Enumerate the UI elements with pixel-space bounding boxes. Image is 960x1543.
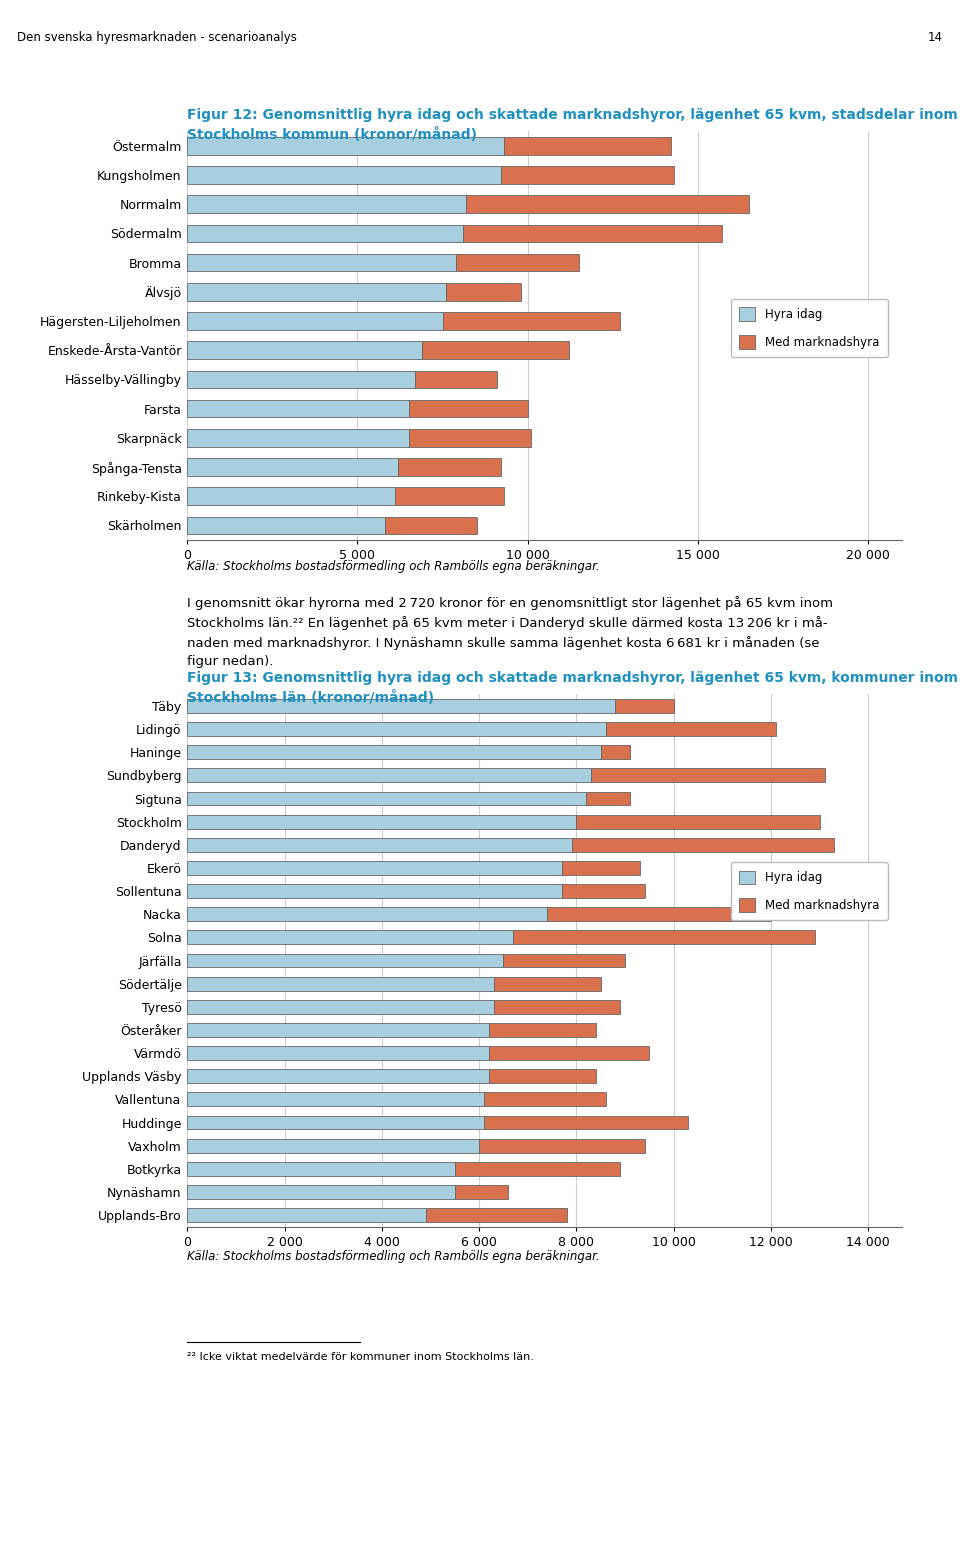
Bar [187, 977, 493, 991]
Bar [606, 722, 776, 736]
Bar [601, 745, 630, 759]
Bar [467, 196, 749, 213]
Bar [187, 312, 443, 330]
Legend: Hyra idag, Med marknadshyra: Hyra idag, Med marknadshyra [731, 863, 888, 921]
Bar [187, 745, 601, 759]
Bar [385, 517, 477, 534]
Bar [187, 1000, 493, 1014]
Text: Den svenska hyresmarknaden - scenarioanalys: Den svenska hyresmarknaden - scenarioana… [17, 31, 298, 43]
Text: Figur 12: Genomsnittlig hyra idag och skattade marknadshyror, lägenhet 65 kvm, s: Figur 12: Genomsnittlig hyra idag och sk… [187, 108, 958, 142]
Bar [489, 1069, 596, 1083]
Bar [187, 196, 467, 213]
Bar [514, 930, 815, 944]
Bar [416, 370, 497, 389]
Bar [484, 1116, 688, 1129]
Text: Källa: Stockholms bostadsförmedling och Rambölls egna beräkningar.: Källa: Stockholms bostadsförmedling och … [187, 1250, 600, 1262]
Bar [187, 768, 591, 782]
Bar [187, 1116, 484, 1129]
Bar [187, 838, 571, 852]
Bar [187, 699, 615, 713]
Bar [493, 1000, 620, 1014]
Bar [187, 225, 463, 242]
Bar [187, 137, 504, 154]
Bar [187, 1023, 489, 1037]
Bar [615, 699, 674, 713]
Text: Källa: Stockholms bostadsförmedling och Rambölls egna beräkningar.: Källa: Stockholms bostadsförmedling och … [187, 560, 600, 572]
Bar [463, 225, 722, 242]
Bar [187, 429, 409, 446]
Bar [187, 1046, 489, 1060]
Bar [187, 1185, 455, 1199]
Bar [425, 1208, 566, 1222]
Text: I genomsnitt ökar hyrorna med 2 720 kronor för en genomsnittligt stor lägenhet p: I genomsnitt ökar hyrorna med 2 720 kron… [187, 596, 833, 668]
Bar [187, 458, 398, 475]
Bar [187, 341, 422, 360]
Bar [446, 282, 521, 301]
Bar [187, 930, 514, 944]
Bar [571, 838, 834, 852]
Bar [187, 517, 385, 534]
Bar [489, 1046, 649, 1060]
Bar [443, 312, 620, 330]
Bar [187, 1069, 489, 1083]
Bar [187, 1208, 425, 1222]
Bar [456, 253, 579, 272]
Bar [422, 341, 568, 360]
Bar [187, 1092, 484, 1106]
Bar [187, 488, 395, 505]
Bar [547, 907, 771, 921]
Bar [187, 1162, 455, 1176]
Bar [187, 167, 500, 184]
Bar [187, 815, 576, 829]
Bar [187, 253, 456, 272]
Bar [576, 815, 820, 829]
Bar [455, 1185, 508, 1199]
Bar [562, 884, 644, 898]
Bar [395, 488, 504, 505]
Bar [587, 792, 630, 805]
Bar [493, 977, 601, 991]
Bar [187, 282, 446, 301]
Bar [455, 1162, 620, 1176]
Bar [187, 722, 606, 736]
Bar [409, 400, 528, 417]
Bar [562, 861, 639, 875]
Bar [187, 954, 503, 967]
Bar [187, 1139, 479, 1153]
Bar [489, 1023, 596, 1037]
Bar [398, 458, 500, 475]
Bar [479, 1139, 644, 1153]
Bar [187, 907, 547, 921]
Bar [187, 861, 562, 875]
Text: Figur 13: Genomsnittlig hyra idag och skattade marknadshyror, lägenhet 65 kvm, k: Figur 13: Genomsnittlig hyra idag och sk… [187, 671, 958, 705]
Text: 14: 14 [927, 31, 943, 43]
Bar [503, 954, 625, 967]
Bar [187, 884, 562, 898]
Bar [484, 1092, 606, 1106]
Bar [187, 400, 409, 417]
Bar [187, 792, 587, 805]
Bar [409, 429, 531, 446]
Text: ²² Icke viktat medelvärde för kommuner inom Stockholms län.: ²² Icke viktat medelvärde för kommuner i… [187, 1352, 534, 1361]
Bar [500, 167, 674, 184]
Bar [591, 768, 825, 782]
Bar [504, 137, 671, 154]
Legend: Hyra idag, Med marknadshyra: Hyra idag, Med marknadshyra [731, 299, 888, 358]
Bar [187, 370, 416, 389]
